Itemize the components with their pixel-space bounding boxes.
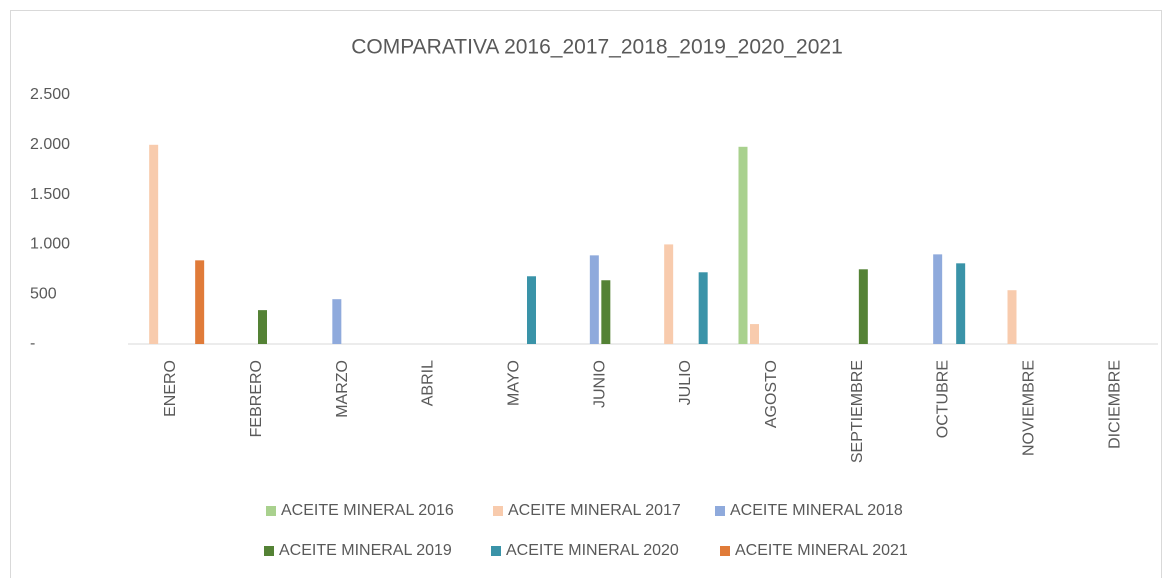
x-tick-label: NOVIEMBRE — [1020, 360, 1037, 456]
bar — [956, 263, 966, 344]
legend-swatch — [715, 506, 725, 516]
legend-swatch — [491, 546, 501, 556]
bar — [332, 299, 342, 344]
y-tick-label: 2.500 — [30, 86, 70, 103]
chart-title: COMPARATIVA 2016_2017_2018_2019_2020_202… — [351, 36, 843, 59]
x-tick-label: MARZO — [334, 360, 351, 418]
chart-border — [10, 10, 1162, 578]
bar — [601, 280, 611, 344]
bar — [589, 255, 599, 344]
y-tick-label: - — [30, 335, 35, 352]
x-tick-label: JULIO — [677, 360, 694, 405]
y-tick-label: 2.000 — [30, 136, 70, 153]
x-tick-label: FEBRERO — [248, 360, 265, 437]
x-tick-label: SEPTIEMBRE — [849, 360, 866, 463]
bar — [698, 272, 708, 344]
x-tick-label: JUNIO — [591, 360, 608, 408]
y-tick-label: 500 — [30, 285, 57, 302]
x-tick-label: MAYO — [505, 360, 522, 406]
x-tick-label: ABRIL — [420, 360, 437, 406]
bar — [1007, 290, 1017, 344]
legend-swatch — [264, 546, 274, 556]
x-tick-label: DICIEMBRE — [1106, 360, 1123, 449]
legend-swatch — [493, 506, 503, 516]
y-tick-label: 1.000 — [30, 236, 70, 253]
legend-swatch — [720, 546, 730, 556]
legend-label: ACEITE MINERAL 2017 — [508, 502, 681, 519]
y-tick-label: 1.500 — [30, 186, 70, 203]
bar — [933, 254, 943, 344]
bar — [858, 269, 868, 344]
bar — [738, 146, 748, 344]
bar — [664, 244, 674, 344]
bar — [750, 324, 759, 344]
x-tick-label: ENERO — [162, 360, 179, 417]
legend-label: ACEITE MINERAL 2021 — [735, 542, 908, 559]
legend-label: ACEITE MINERAL 2018 — [730, 502, 903, 519]
bar — [527, 276, 536, 344]
x-tick-label: AGOSTO — [763, 360, 780, 428]
legend-label: ACEITE MINERAL 2020 — [506, 542, 679, 559]
legend-swatch — [266, 506, 276, 516]
legend-label: ACEITE MINERAL 2016 — [281, 502, 454, 519]
legend-label: ACEITE MINERAL 2019 — [279, 542, 452, 559]
bar — [195, 260, 205, 344]
x-tick-label: OCTUBRE — [935, 360, 952, 438]
bar — [149, 144, 159, 344]
bar — [258, 310, 267, 344]
